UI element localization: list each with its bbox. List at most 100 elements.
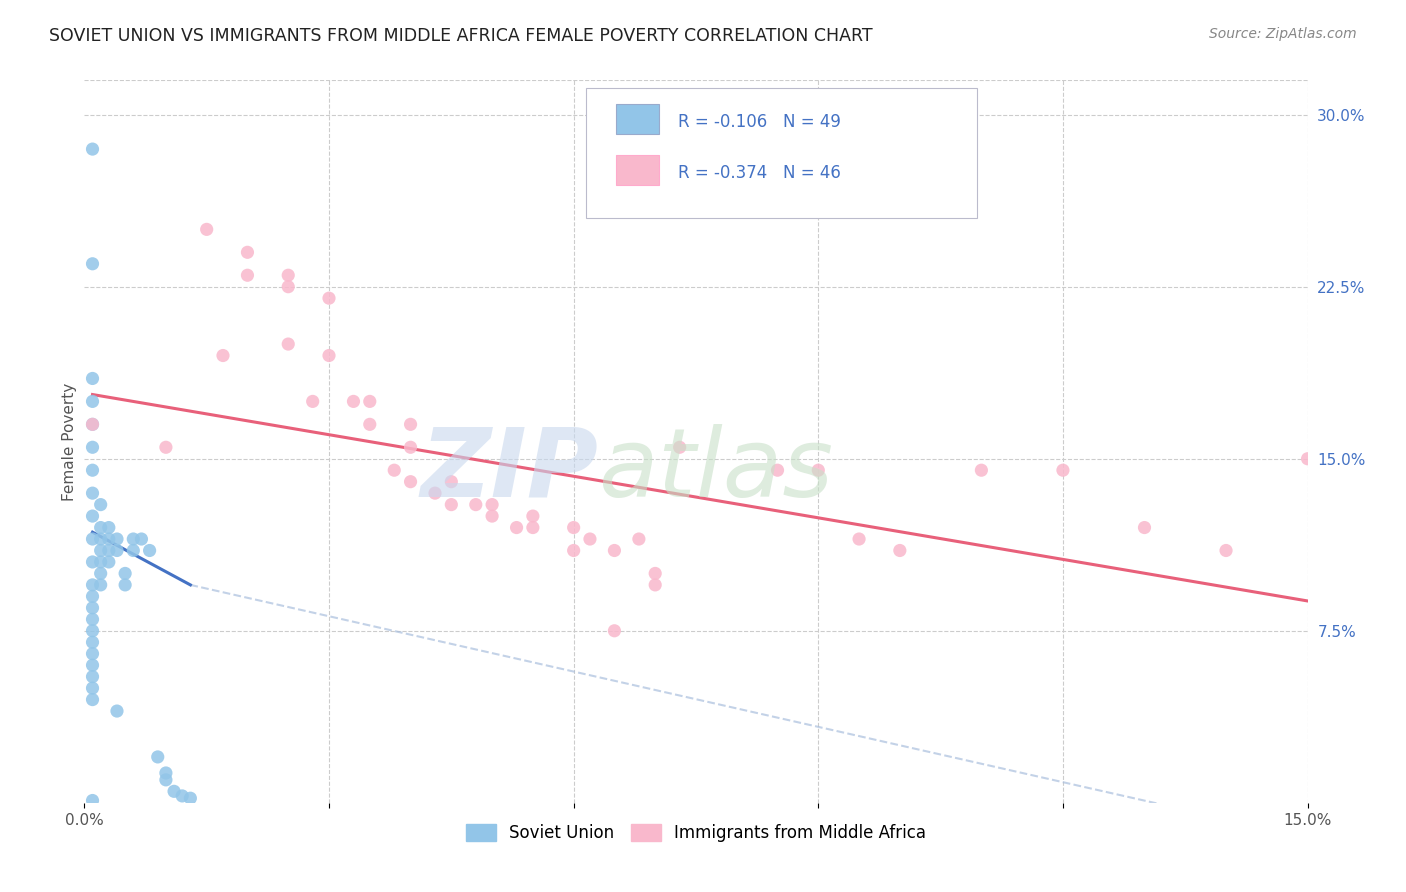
Point	[97, 520, 120, 534]
Point	[90, 555, 112, 569]
Point	[146, 750, 169, 764]
Point	[82, 590, 104, 604]
Point	[155, 772, 177, 787]
Point	[82, 532, 104, 546]
Point	[82, 670, 104, 684]
Point	[122, 543, 145, 558]
Point	[1215, 543, 1237, 558]
Point	[82, 624, 104, 638]
Point	[505, 520, 527, 534]
Point	[195, 222, 218, 236]
Point	[644, 566, 666, 581]
Point	[464, 498, 486, 512]
Point	[82, 578, 104, 592]
Point	[82, 417, 104, 432]
FancyBboxPatch shape	[586, 87, 977, 218]
Point	[82, 509, 104, 524]
Point	[399, 417, 422, 432]
Point	[848, 532, 870, 546]
Point	[114, 578, 136, 592]
Point	[440, 475, 463, 489]
Point	[172, 789, 194, 803]
Point	[236, 245, 259, 260]
Point	[82, 257, 104, 271]
Point	[481, 509, 503, 524]
Point	[359, 417, 381, 432]
Point	[122, 532, 145, 546]
Point	[82, 692, 104, 706]
Point	[236, 268, 259, 283]
Point	[766, 463, 789, 477]
Point	[277, 279, 299, 293]
Point	[562, 520, 585, 534]
Text: R = -0.374   N = 46: R = -0.374 N = 46	[678, 164, 841, 182]
Point	[399, 475, 422, 489]
Point	[105, 532, 128, 546]
Point	[155, 440, 177, 454]
Point	[603, 543, 626, 558]
Point	[382, 463, 405, 477]
Point	[97, 555, 120, 569]
Point	[1296, 451, 1319, 466]
Point	[90, 520, 112, 534]
Point	[603, 624, 626, 638]
Point	[138, 543, 160, 558]
Point	[90, 566, 112, 581]
Point	[82, 463, 104, 477]
Point	[82, 793, 104, 807]
Point	[359, 394, 381, 409]
Y-axis label: Female Poverty: Female Poverty	[62, 383, 77, 500]
Point	[277, 268, 299, 283]
Point	[970, 463, 993, 477]
Point	[114, 566, 136, 581]
Point	[163, 784, 186, 798]
Point	[82, 440, 104, 454]
Point	[423, 486, 446, 500]
Point	[627, 532, 650, 546]
Point	[82, 612, 104, 626]
Point	[97, 532, 120, 546]
Text: SOVIET UNION VS IMMIGRANTS FROM MIDDLE AFRICA FEMALE POVERTY CORRELATION CHART: SOVIET UNION VS IMMIGRANTS FROM MIDDLE A…	[49, 27, 873, 45]
Point	[90, 532, 112, 546]
Point	[318, 349, 340, 363]
Point	[399, 440, 422, 454]
Point	[807, 463, 830, 477]
Point	[301, 394, 323, 409]
Point	[579, 532, 602, 546]
Point	[82, 681, 104, 695]
Point	[105, 704, 128, 718]
Point	[82, 486, 104, 500]
Text: atlas: atlas	[598, 424, 834, 517]
Point	[481, 498, 503, 512]
Point	[155, 766, 177, 780]
Point	[97, 543, 120, 558]
Point	[318, 291, 340, 305]
Point	[82, 600, 104, 615]
Point	[131, 532, 153, 546]
Point	[1133, 520, 1156, 534]
Point	[82, 417, 104, 432]
Point	[82, 658, 104, 673]
Text: R = -0.106   N = 49: R = -0.106 N = 49	[678, 113, 841, 131]
Point	[562, 543, 585, 558]
Point	[889, 543, 911, 558]
Point	[82, 555, 104, 569]
Point	[82, 647, 104, 661]
Point	[668, 440, 690, 454]
Legend: Soviet Union, Immigrants from Middle Africa: Soviet Union, Immigrants from Middle Afr…	[460, 817, 932, 848]
Point	[277, 337, 299, 351]
Text: Source: ZipAtlas.com: Source: ZipAtlas.com	[1209, 27, 1357, 41]
Point	[522, 520, 544, 534]
Text: ZIP: ZIP	[420, 424, 598, 517]
Point	[1052, 463, 1074, 477]
Point	[440, 498, 463, 512]
Point	[644, 578, 666, 592]
Point	[82, 394, 104, 409]
Point	[82, 635, 104, 649]
Point	[90, 578, 112, 592]
Point	[105, 543, 128, 558]
Point	[522, 509, 544, 524]
Point	[342, 394, 364, 409]
FancyBboxPatch shape	[616, 154, 659, 185]
Point	[212, 349, 235, 363]
